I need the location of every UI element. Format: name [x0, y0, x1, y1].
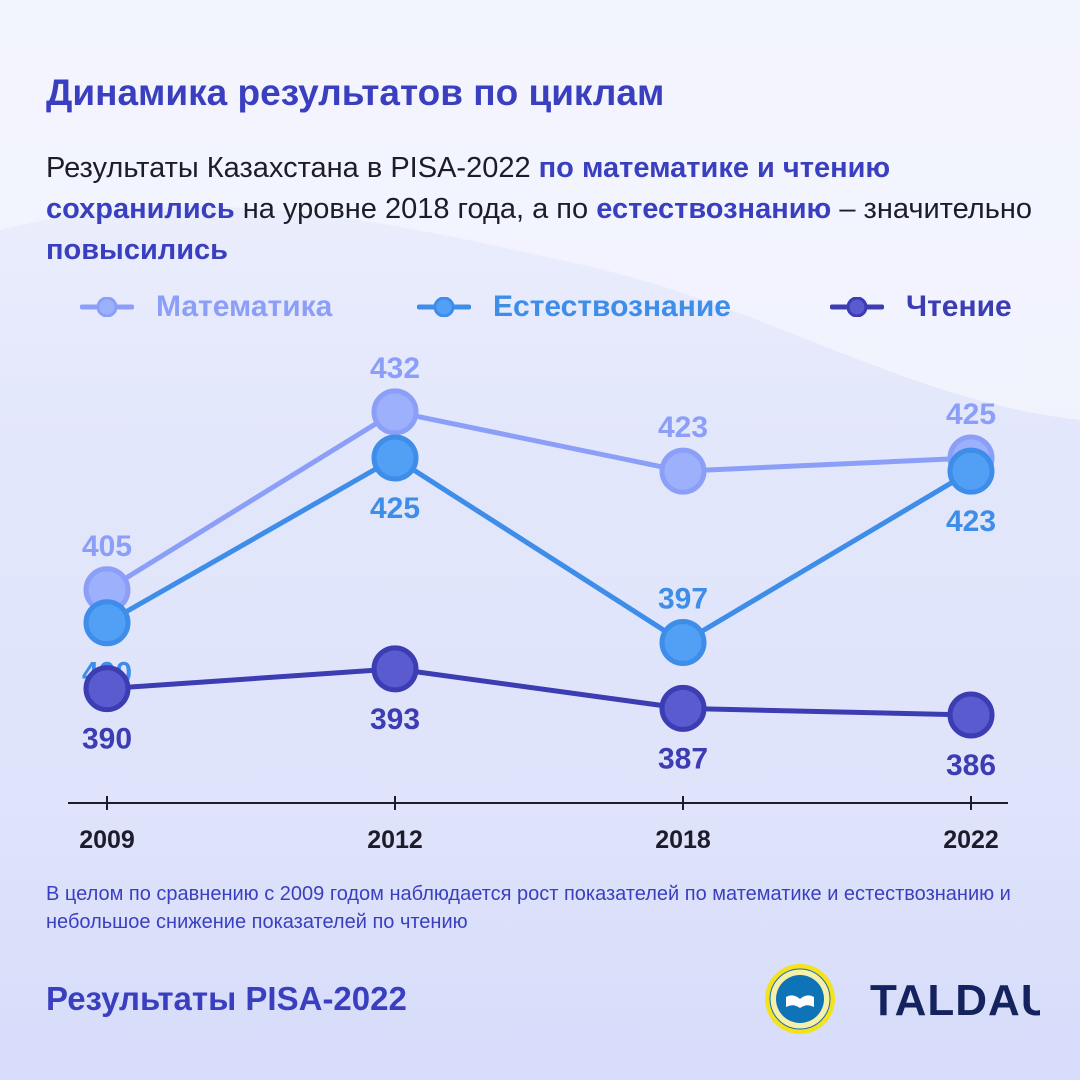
data-point — [659, 619, 707, 667]
data-point — [947, 691, 995, 739]
legend-marker-icon — [80, 297, 134, 317]
subtitle-text: – значительно — [831, 193, 1032, 225]
x-tick-label: 2022 — [943, 826, 999, 854]
subtitle: Результаты Казахстана в PISA-2022 по мат… — [46, 148, 1046, 271]
x-tick-label: 2012 — [367, 826, 423, 854]
data-label: 423 — [658, 411, 708, 444]
data-point — [371, 645, 419, 693]
data-label: 425 — [370, 492, 420, 525]
taldau-wordmark: TALDAU — [870, 976, 1053, 1025]
book-emblem-logo — [765, 964, 835, 1034]
data-point — [371, 388, 419, 436]
series-line-0 — [105, 409, 972, 592]
legend-item-science: Естествознание — [417, 290, 731, 324]
legend-item-math: Математика — [80, 290, 332, 324]
data-point — [371, 434, 419, 482]
footer-title: Результаты PISA-2022 — [46, 980, 407, 1017]
data-point — [83, 665, 131, 713]
series-line-1 — [105, 455, 973, 646]
data-label: 390 — [82, 723, 132, 756]
legend-label: Чтение — [906, 290, 1012, 323]
data-point — [83, 599, 131, 647]
legend-item-reading: Чтение — [830, 290, 1012, 324]
data-label: 393 — [370, 703, 420, 736]
svg-text:TALDAU: TALDAU — [870, 977, 1040, 1021]
data-point — [659, 447, 707, 495]
subtitle-highlight: повысились — [46, 234, 228, 266]
subtitle-text: Результаты Казахстана в PISA-2022 — [46, 152, 539, 184]
data-label: 425 — [946, 398, 996, 431]
legend-marker-icon — [417, 297, 471, 317]
legend-marker-icon — [830, 297, 884, 317]
taldau-logo: TALDAU — [870, 976, 1053, 1032]
data-label: 387 — [658, 742, 708, 775]
legend-label: Естествознание — [493, 290, 731, 323]
legend: Математика Естествознание Чтение — [0, 290, 1080, 330]
series-line-2 — [106, 666, 972, 718]
subtitle-highlight: естествознанию — [596, 193, 832, 225]
line-chart: 2009201220182022405432423425400425397423… — [68, 352, 1008, 854]
subtitle-text: на уровне 2018 года, а по — [234, 193, 597, 225]
page-title: Динамика результатов по циклам — [46, 72, 665, 113]
data-label: 386 — [946, 749, 996, 782]
legend-label: Математика — [156, 290, 333, 323]
x-tick-label: 2018 — [655, 826, 711, 854]
data-point — [947, 447, 995, 495]
data-label: 405 — [82, 530, 132, 563]
x-tick-label: 2009 — [79, 826, 135, 854]
subtitle-highlight: по математике и чтению сохранились — [46, 152, 891, 225]
footnote: В целом по сравнению с 2009 годом наблюд… — [46, 883, 1011, 933]
data-label: 432 — [370, 352, 420, 385]
data-label: 423 — [946, 505, 996, 538]
data-label: 397 — [658, 583, 708, 616]
data-point — [659, 684, 707, 732]
